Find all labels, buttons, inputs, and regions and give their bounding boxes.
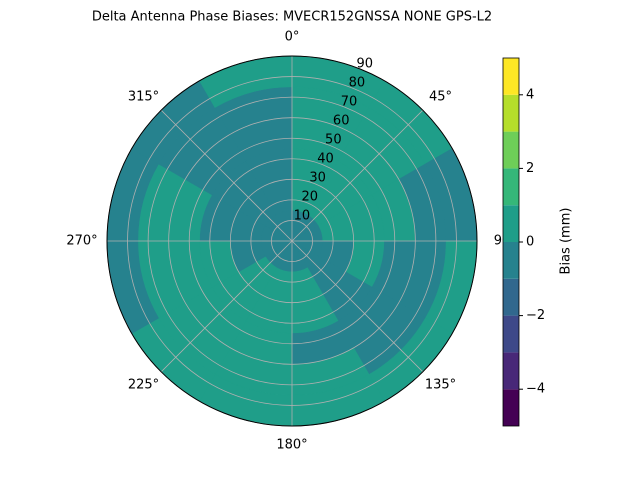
- theta-tick-label: 135°: [425, 378, 456, 393]
- theta-tick-label: 45°: [429, 89, 452, 104]
- theta-tick-label: 225°: [128, 378, 159, 393]
- colorbar-band: [503, 315, 519, 353]
- r-tick-label: 20: [301, 190, 318, 205]
- colorbar-label: Bias (mm): [559, 208, 574, 275]
- theta-tick-label: 0°: [285, 30, 300, 45]
- r-tick-label: 90: [357, 57, 374, 72]
- colorbar-band: [503, 58, 519, 95]
- colorbar-band: [503, 131, 519, 169]
- r-tick-label: 80: [349, 76, 366, 91]
- r-tick-label: 40: [317, 152, 334, 167]
- colorbar-band: [503, 205, 519, 242]
- colorbar-band: [503, 389, 519, 426]
- r-tick-label: 50: [325, 133, 342, 148]
- colorbar-band: [503, 168, 519, 206]
- colorbar-tick-label: 4: [526, 87, 534, 102]
- theta-tick-label: 270°: [66, 234, 97, 249]
- colorbar-band: [503, 278, 519, 316]
- colorbar-band: [503, 94, 519, 132]
- colorbar-tick-label: −4: [526, 382, 545, 397]
- r-tick-label: 70: [341, 95, 358, 110]
- theta-tick-label: 180°: [276, 438, 307, 453]
- colorbar-band: [503, 352, 519, 390]
- theta-tick-label: 315°: [128, 89, 159, 104]
- colorbar-tick-label: 0: [526, 235, 534, 250]
- grid-spoke: [160, 109, 293, 242]
- grid-spoke: [291, 240, 424, 373]
- r-tick-label: 10: [294, 209, 311, 224]
- chart-title: Delta Antenna Phase Biases: MVECR152GNSS…: [92, 10, 492, 25]
- grid-spoke: [160, 240, 293, 373]
- colorbar-tick-label: −2: [526, 308, 545, 323]
- r-tick-label: 30: [309, 171, 326, 186]
- polar-frame: [106, 55, 478, 427]
- colorbar-tick-label: 2: [526, 161, 534, 176]
- grid-spoke: [291, 109, 424, 242]
- colorbar-band: [503, 242, 519, 279]
- r-tick-label: 60: [333, 114, 350, 129]
